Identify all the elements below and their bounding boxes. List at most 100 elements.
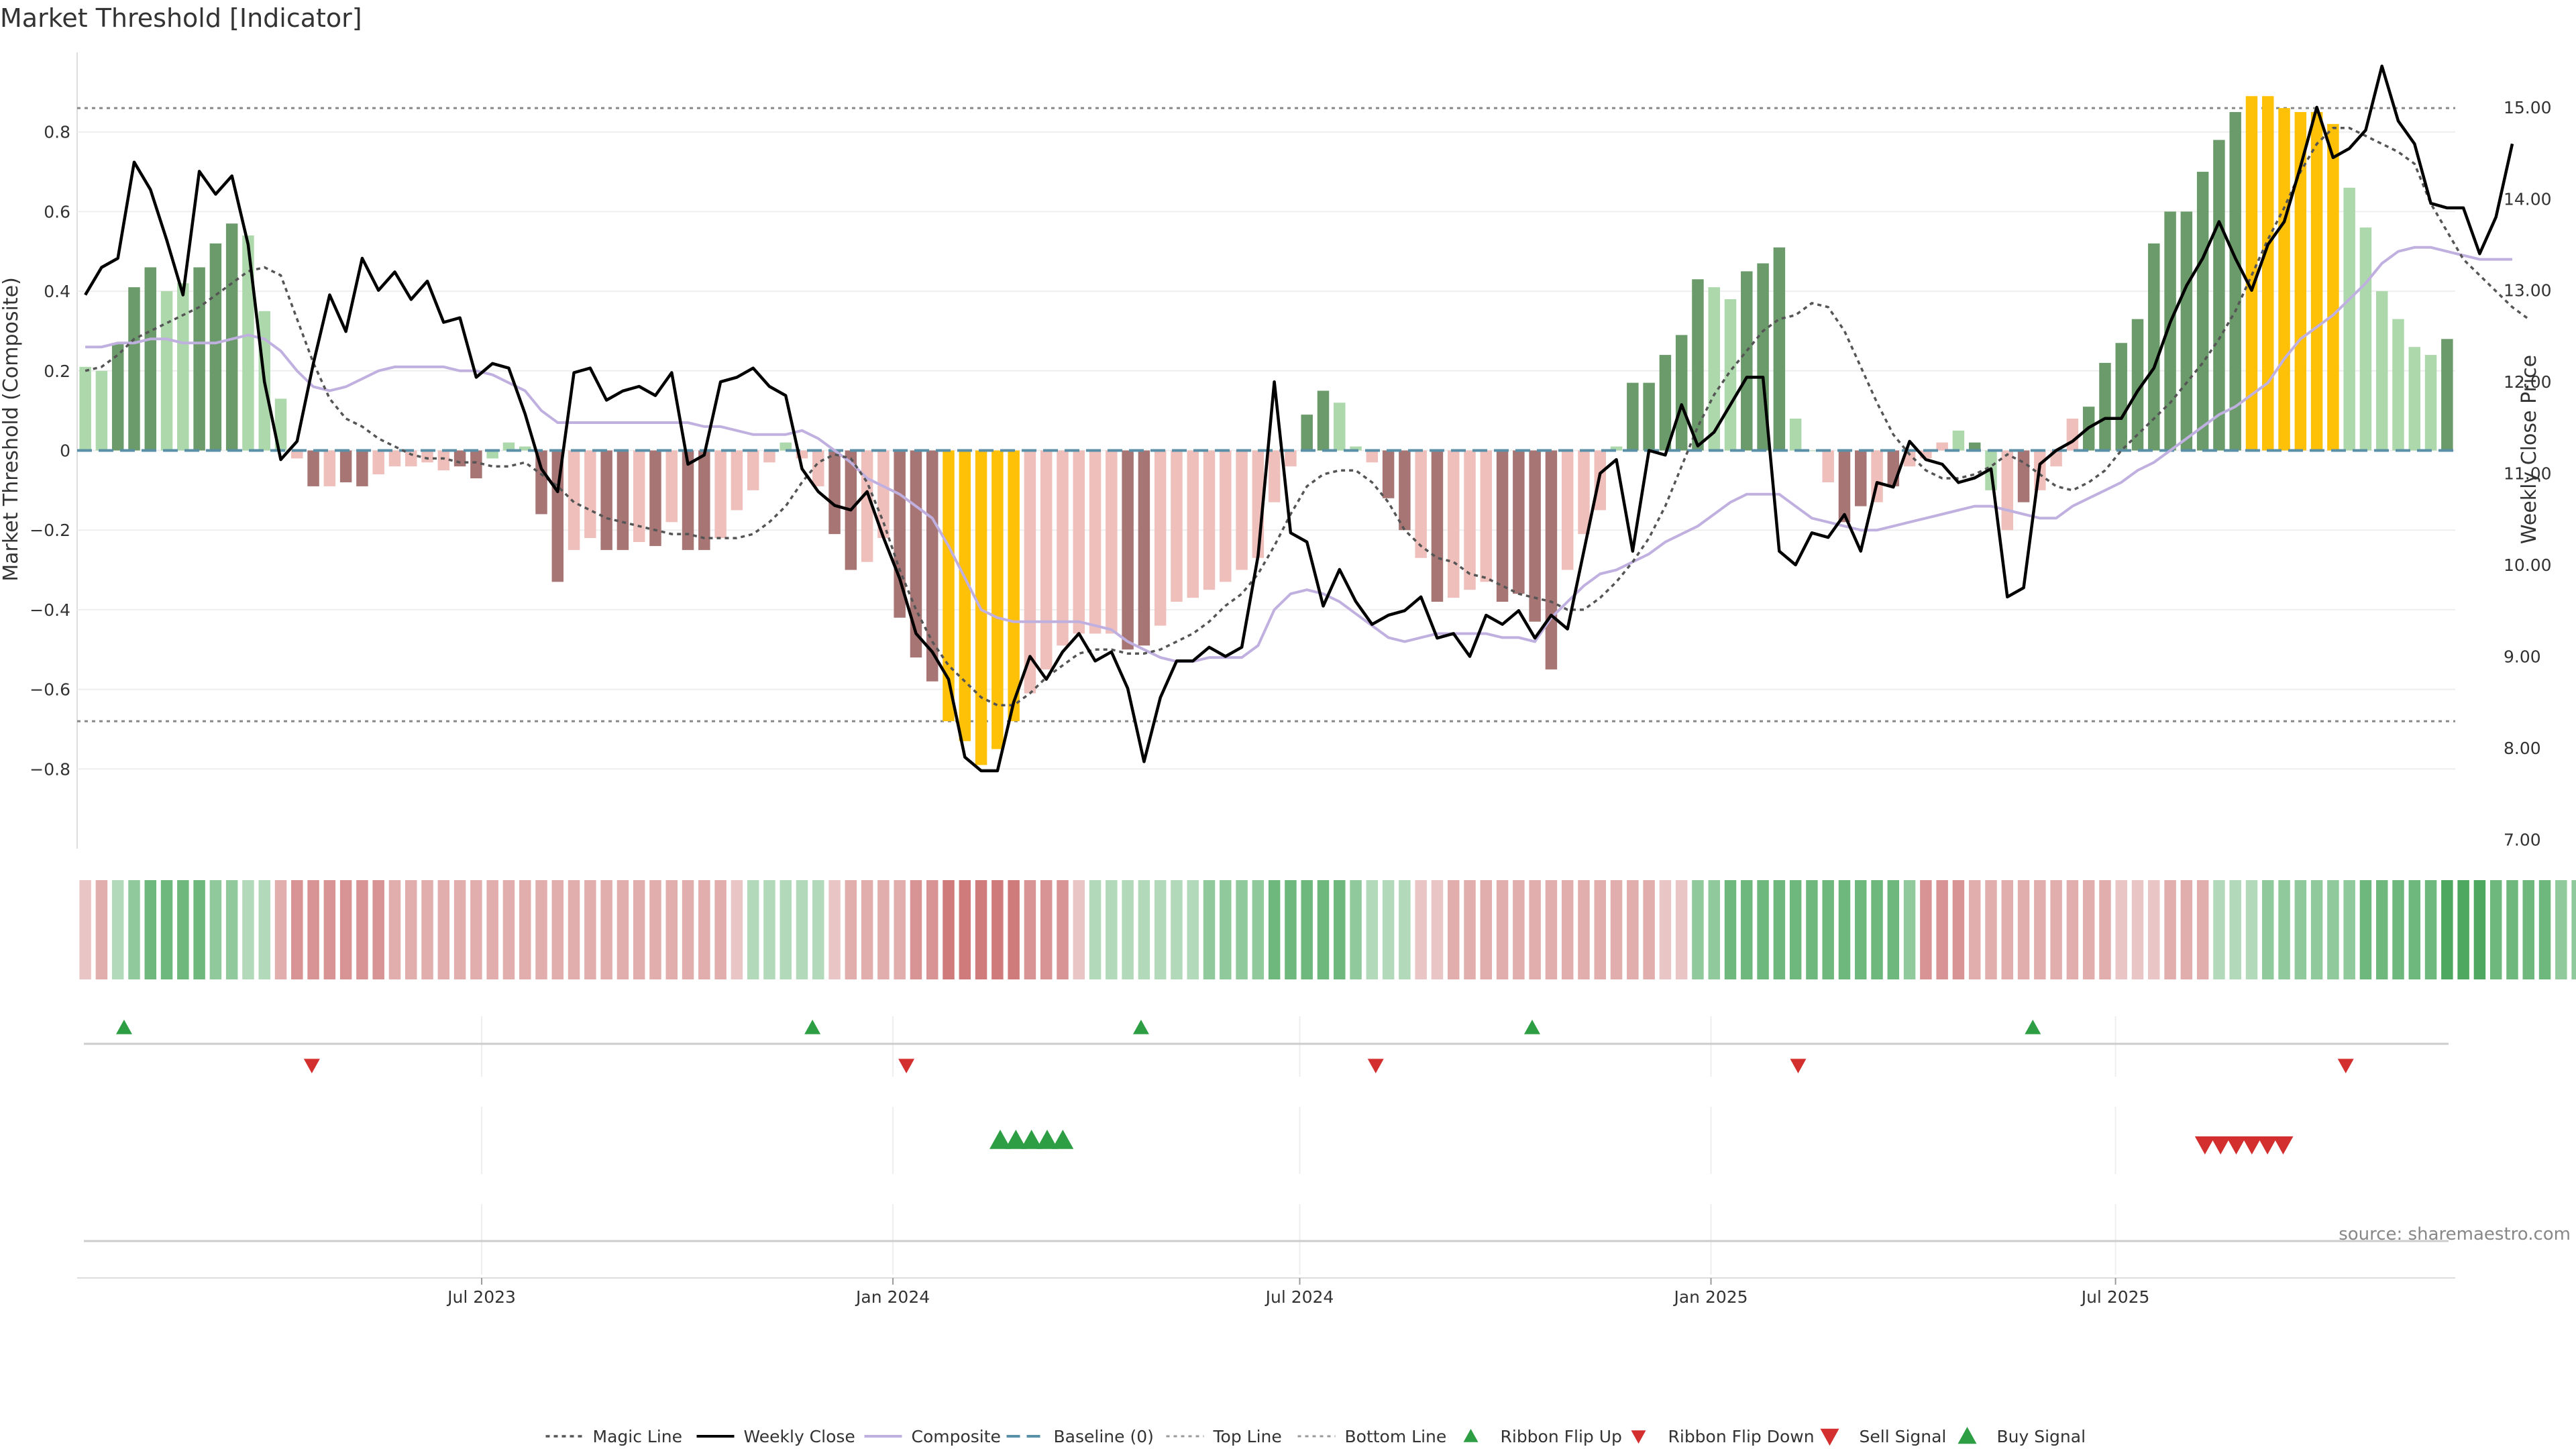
ribbon-cell bbox=[2164, 880, 2176, 979]
composite-bar bbox=[991, 450, 1004, 749]
composite-bar bbox=[405, 450, 417, 467]
ribbon-flip-down-marker bbox=[898, 1059, 915, 1073]
ribbon-cell bbox=[323, 880, 336, 979]
left-tick-label: −0.6 bbox=[30, 680, 70, 700]
composite-bar bbox=[1724, 299, 1737, 451]
ribbon-cell bbox=[926, 880, 938, 979]
ribbon-cell bbox=[2522, 880, 2535, 979]
ribbon-cell bbox=[2148, 880, 2160, 979]
composite-bar bbox=[780, 442, 792, 451]
ribbon-cell bbox=[1789, 880, 1802, 979]
ribbon-cell bbox=[177, 880, 189, 979]
buy-signal-marker bbox=[1005, 1130, 1027, 1149]
ribbon-cell bbox=[600, 880, 612, 979]
ribbon-cell bbox=[1496, 880, 1509, 979]
legend-label: Composite bbox=[912, 1427, 1001, 1446]
ribbon-cell bbox=[1317, 880, 1330, 979]
composite-bar bbox=[2392, 319, 2404, 451]
legend: Magic Line Weekly Close Composite Baseline … bbox=[545, 1427, 2086, 1446]
composite-bar bbox=[698, 450, 710, 550]
composite-bar bbox=[1659, 355, 1672, 451]
composite-bar bbox=[1122, 450, 1134, 650]
ribbon-cell bbox=[453, 880, 466, 979]
composite-bar bbox=[242, 235, 254, 451]
composite-bar bbox=[1057, 450, 1069, 646]
composite-bar bbox=[1236, 450, 1248, 570]
composite-bar bbox=[2441, 339, 2453, 451]
composite-bar bbox=[486, 450, 498, 459]
ribbon-cell bbox=[714, 880, 727, 979]
ribbon-cell bbox=[502, 880, 515, 979]
composite-bar bbox=[812, 450, 824, 486]
composite-bar bbox=[1415, 450, 1427, 558]
composite-bar bbox=[307, 450, 319, 486]
composite-bar bbox=[682, 450, 694, 550]
composite-bar bbox=[209, 243, 222, 451]
composite-bar bbox=[1773, 247, 1786, 451]
ribbon-flip-down-marker bbox=[303, 1059, 320, 1073]
ribbon-cell bbox=[2506, 880, 2518, 979]
ribbon-cell bbox=[1138, 880, 1150, 979]
ribbon-cell bbox=[1903, 880, 1916, 979]
x-tick-label: Jul 2025 bbox=[2080, 1287, 2150, 1307]
composite-bar bbox=[2164, 211, 2176, 451]
composite-bar bbox=[2375, 291, 2388, 451]
composite-bar bbox=[1496, 450, 1509, 602]
ribbon-cell bbox=[665, 880, 678, 979]
composite-bar bbox=[1171, 450, 1183, 602]
composite-bar bbox=[144, 267, 157, 451]
composite-bar bbox=[2229, 112, 2241, 451]
ribbon-cell bbox=[2213, 880, 2225, 979]
composite-bar bbox=[372, 450, 384, 475]
ribbon-cell bbox=[2034, 880, 2046, 979]
composite-bar bbox=[1106, 450, 1118, 634]
ribbon-cell bbox=[2115, 880, 2127, 979]
ribbon-cell bbox=[2196, 880, 2209, 979]
ribbon-cell bbox=[1024, 880, 1036, 979]
ribbon-cell bbox=[780, 880, 792, 979]
legend-swatch bbox=[1463, 1429, 1479, 1442]
ribbon-cell bbox=[1838, 880, 1851, 979]
ribbon-flip-up-marker bbox=[115, 1020, 132, 1034]
composite-bar bbox=[1675, 335, 1688, 451]
ribbon-cell bbox=[2310, 880, 2323, 979]
ribbon-cell bbox=[616, 880, 629, 979]
composite-bar bbox=[1350, 446, 1362, 451]
composite-bar bbox=[616, 450, 629, 550]
composite-bar bbox=[1627, 382, 1639, 451]
composite-bar bbox=[519, 446, 531, 451]
sell-signal-marker bbox=[2226, 1136, 2247, 1155]
ribbon-cell bbox=[1610, 880, 1623, 979]
composite-bar bbox=[1203, 450, 1216, 590]
left-tick-label: −0.2 bbox=[30, 521, 70, 540]
ribbon-cell bbox=[1334, 880, 1346, 979]
ribbon-cell bbox=[2343, 880, 2355, 979]
sell-signal-marker bbox=[2257, 1136, 2278, 1155]
composite-bar bbox=[2066, 419, 2079, 451]
magic-line bbox=[85, 127, 2530, 707]
ribbon-cell bbox=[1268, 880, 1281, 979]
composite-bar bbox=[2115, 343, 2127, 451]
composite-bar bbox=[2310, 112, 2323, 451]
grid bbox=[76, 52, 2455, 849]
legend-label: Top Line bbox=[1213, 1427, 1282, 1446]
composite-bar bbox=[1317, 390, 1330, 451]
right-tick-label: 11.00 bbox=[2504, 464, 2552, 484]
legend-label: Sell Signal bbox=[1860, 1427, 1947, 1446]
composite-bar bbox=[1822, 450, 1834, 482]
right-tick-label: 15.00 bbox=[2504, 98, 2552, 117]
signal-panel bbox=[84, 1107, 2449, 1275]
ribbon-cell bbox=[828, 880, 841, 979]
composite-bar bbox=[111, 343, 124, 451]
left-tick-label: 0.4 bbox=[44, 282, 70, 301]
right-tick-label: 14.00 bbox=[2504, 189, 2552, 209]
buy-signal-marker bbox=[1036, 1130, 1058, 1149]
x-axis-ticks: Jul 2023 Jan 2024 Jul 2024 Jan 2025 Jul 2025 bbox=[77, 1277, 2455, 1307]
composite-bar bbox=[1008, 450, 1020, 722]
ribbon-cell bbox=[128, 880, 140, 979]
ribbon-cell bbox=[1073, 880, 1085, 979]
right-tick-label: 13.00 bbox=[2504, 281, 2552, 301]
ribbon-cell bbox=[1480, 880, 1493, 979]
ribbon-cell bbox=[1301, 880, 1313, 979]
series-lines bbox=[77, 64, 2530, 773]
